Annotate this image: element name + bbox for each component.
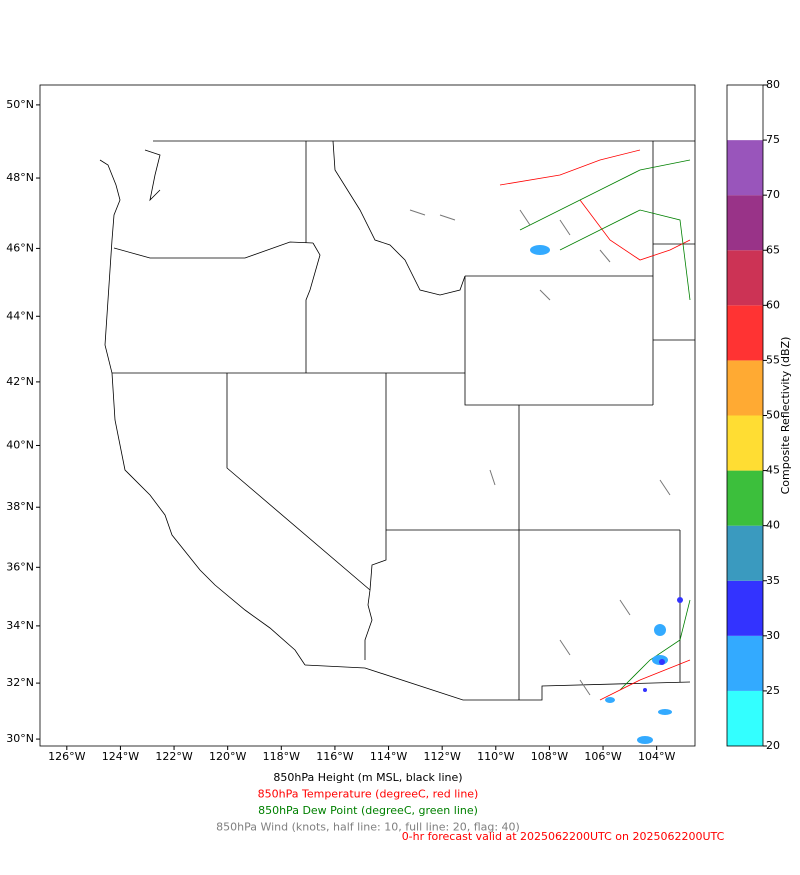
colorbar-segment — [727, 580, 763, 636]
y-tick-label: 48°N — [6, 171, 34, 184]
x-tick-label: 112°W — [423, 750, 460, 763]
y-tick-label: 42°N — [6, 375, 34, 388]
colorbar-tick-label: 80 — [766, 78, 780, 91]
y-tick-label: 36°N — [6, 560, 34, 573]
y-tick-label: 46°N — [6, 241, 34, 254]
colorbar-tick-label: 20 — [766, 739, 780, 752]
colorbar-tick-label: 30 — [766, 629, 780, 642]
colorbar-segment — [727, 195, 763, 251]
y-tick-label: 30°N — [6, 732, 34, 745]
x-tick-label: 114°W — [370, 750, 407, 763]
colorbar-segment — [727, 360, 763, 416]
colorbar-segment — [727, 690, 763, 746]
colorbar-segment — [727, 635, 763, 691]
colorbar-segment — [727, 525, 763, 581]
colorbar-segment — [727, 305, 763, 361]
legend-text: 850hPa Height (m MSL, black line) — [273, 771, 462, 784]
colorbar-segment — [727, 250, 763, 306]
colorbar-tick-label: 40 — [766, 519, 780, 532]
colorbar-tick-label: 50 — [766, 409, 780, 422]
legend-text: 850hPa Dew Point (degreeC, green line) — [258, 804, 478, 817]
colorbar-segment — [727, 140, 763, 196]
decorations — [409, 149, 691, 744]
colorbar-tick-label: 65 — [766, 243, 780, 256]
colorbar-tick-label: 60 — [766, 298, 780, 311]
y-tick-label: 50°N — [6, 98, 34, 111]
colorbar-frame — [726, 84, 764, 747]
basemap — [99, 140, 695, 701]
x-tick-label: 126°W — [48, 750, 85, 763]
colorbar-label: Composite Reflectivity (dBZ) — [779, 337, 792, 495]
x-tick-label: 124°W — [102, 750, 139, 763]
y-tick-label: 40°N — [6, 438, 34, 451]
x-tick-label: 116°W — [316, 750, 353, 763]
legend-text: 850hPa Wind (knots, half line: 10, full … — [216, 821, 520, 834]
colorbar-tick-label: 35 — [766, 574, 780, 587]
colorbar-tick-label: 45 — [766, 464, 780, 477]
x-tick-label: 106°W — [584, 750, 621, 763]
y-tick-label: 38°N — [6, 500, 34, 513]
x-tick-label: 122°W — [155, 750, 192, 763]
x-tick-label: 118°W — [263, 750, 300, 763]
x-tick-label: 104°W — [638, 750, 675, 763]
colorbar-segment — [727, 415, 763, 471]
colorbar-tick-label: 25 — [766, 684, 780, 697]
x-tick-label: 120°W — [209, 750, 246, 763]
legend-text: 850hPa Temperature (degreeC, red line) — [258, 788, 479, 801]
map-frame — [39, 84, 696, 747]
colorbar-tick-label: 55 — [766, 353, 780, 366]
colorbar-segment — [727, 85, 763, 141]
x-tick-label: 110°W — [477, 750, 514, 763]
x-tick-label: 108°W — [531, 750, 568, 763]
colorbar-tick-label: 70 — [766, 188, 780, 201]
colorbar-segment — [727, 470, 763, 526]
forecast-footer: 0-hr forecast valid at 2025062200UTC on … — [402, 830, 725, 843]
y-tick-label: 44°N — [6, 309, 34, 322]
y-tick-label: 32°N — [6, 676, 34, 689]
y-tick-label: 34°N — [6, 619, 34, 632]
colorbar-tick-label: 75 — [766, 133, 780, 146]
